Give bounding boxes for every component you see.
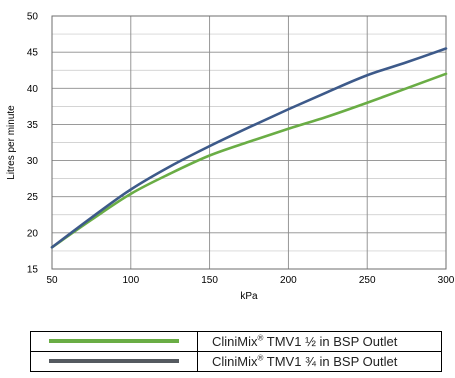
line-chart: 50 100 150 200 250 300 15 20 25 30 35 40 45 50 kPa L… xyxy=(6,12,455,303)
y-tick-label: 15 xyxy=(27,265,39,276)
plot-frame xyxy=(51,15,447,270)
legend-label: CliniMix® TMV1 ¾ in BSP Outlet xyxy=(197,351,442,372)
x-tick-label: 250 xyxy=(359,275,376,286)
y-tick-label: 30 xyxy=(27,156,39,167)
y-tick-label: 35 xyxy=(27,120,39,131)
legend-row-three-quarter-inch: CliniMix® TMV1 ¾ in BSP Outlet xyxy=(30,351,442,372)
legend-label-rest: TMV1 ¾ in BSP Outlet xyxy=(263,354,398,369)
plot-border xyxy=(51,15,447,270)
series-line-half-inch xyxy=(50,72,448,249)
y-tick-label: 50 xyxy=(27,12,39,23)
y-tick-label: 20 xyxy=(27,228,39,239)
x-tick-labels: 50 100 150 200 250 300 xyxy=(46,275,454,286)
series-line-three-quarter-inch xyxy=(50,47,448,249)
registered-mark: ® xyxy=(257,333,264,343)
y-tick-label: 25 xyxy=(27,192,39,203)
y-tick-label: 45 xyxy=(27,48,39,59)
legend-label-rest: TMV1 ½ in BSP Outlet xyxy=(263,334,398,349)
x-tick-label: 50 xyxy=(46,275,58,286)
x-tick-label: 300 xyxy=(438,275,455,286)
y-axis-label: Litres per minute xyxy=(6,105,17,180)
legend-swatch-cell xyxy=(30,351,198,372)
y-tick-label: 40 xyxy=(27,84,39,95)
series-lines xyxy=(50,47,448,249)
x-tick-label: 200 xyxy=(280,275,297,286)
legend-label-brand: CliniMix xyxy=(212,354,258,369)
legend-label-brand: CliniMix xyxy=(212,334,258,349)
x-tick-label: 100 xyxy=(122,275,139,286)
legend: CliniMix® TMV1 ½ in BSP Outlet CliniMix®… xyxy=(30,331,442,372)
legend-row-half-inch: CliniMix® TMV1 ½ in BSP Outlet xyxy=(30,331,442,352)
legend-label: CliniMix® TMV1 ½ in BSP Outlet xyxy=(197,331,442,352)
legend-swatch-green xyxy=(49,339,179,344)
x-tick-label: 150 xyxy=(201,275,218,286)
x-axis-label: kPa xyxy=(240,291,258,302)
legend-swatch-cell xyxy=(30,331,198,352)
registered-mark: ® xyxy=(257,353,264,363)
y-tick-labels: 15 20 25 30 35 40 45 50 xyxy=(27,12,39,276)
legend-swatch-grey xyxy=(49,359,179,364)
